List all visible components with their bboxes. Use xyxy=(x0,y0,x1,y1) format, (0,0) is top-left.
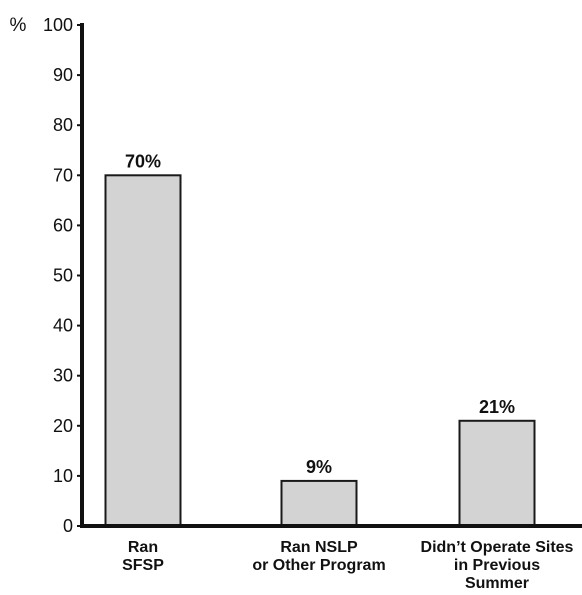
bar xyxy=(104,174,182,528)
y-tick-label: 0 xyxy=(63,516,73,536)
y-tick-label: 50 xyxy=(53,266,73,286)
category-label-line: Ran xyxy=(128,539,158,556)
category-label-line: in Previous xyxy=(454,557,540,574)
category-label-line: SFSP xyxy=(122,557,164,574)
bar-value-label: 21% xyxy=(479,397,515,417)
bar-value-label: 9% xyxy=(306,457,332,477)
category-label-line: Didn’t Operate Sites xyxy=(421,539,574,556)
y-tick-label: 20 xyxy=(53,416,73,436)
bars xyxy=(104,174,536,528)
y-tick-label: 40 xyxy=(53,316,73,336)
category-label: Didn’t Operate Sites in Previous Summer xyxy=(421,539,574,592)
category-label: Ran SFSP xyxy=(122,539,164,574)
category-labels: Ran SFSP Ran NSLP or Other Program Didn’t Op… xyxy=(122,539,573,592)
category-label-line: Ran NSLP xyxy=(280,539,358,556)
y-tick-label: 100 xyxy=(43,15,73,35)
y-axis-unit-label: % xyxy=(10,15,27,36)
bar xyxy=(280,479,358,528)
y-tick-label: 70 xyxy=(53,165,73,185)
y-tick-label: 10 xyxy=(53,466,73,486)
bar xyxy=(458,419,536,528)
y-tick-label: 90 xyxy=(53,65,73,85)
category-label-line: Summer xyxy=(465,575,529,592)
y-tick-label: 60 xyxy=(53,215,73,235)
y-axis-ticks: 0 10 20 30 40 50 60 70 80 90 100 xyxy=(43,15,82,536)
y-tick-label: 80 xyxy=(53,115,73,135)
data-labels: 70% 9% 21% xyxy=(125,151,515,477)
category-label-line: or Other Program xyxy=(252,557,385,574)
y-tick-label: 30 xyxy=(53,366,73,386)
bar-value-label: 70% xyxy=(125,151,161,171)
category-label: Ran NSLP or Other Program xyxy=(252,539,385,574)
